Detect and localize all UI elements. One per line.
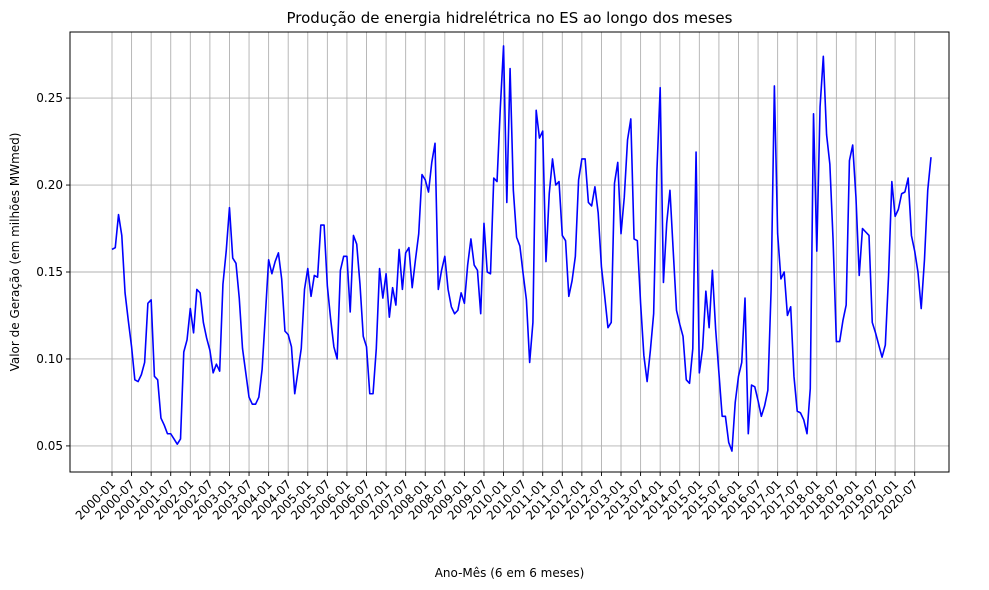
y-tick-label: 0.15 (36, 265, 63, 279)
y-tick-label: 0.10 (36, 352, 63, 366)
x-axis-label: Ano-Mês (6 em 6 meses) (435, 566, 585, 580)
series-line (111, 45, 932, 452)
x-axis: 2000-012000-072001-012001-072002-012002-… (73, 472, 921, 523)
chart-title: Produção de energia hidrelétrica no ES a… (287, 9, 733, 27)
y-tick-label: 0.05 (36, 439, 63, 453)
y-tick-label: 0.20 (36, 178, 63, 192)
plot-frame (69, 31, 950, 473)
y-axis: 0.05 0.10 0.15 0.20 0.25 (36, 91, 70, 453)
y-axis-label: Valor de Geração (em milhões MWmed) (8, 133, 22, 372)
y-tick-label: 0.25 (36, 91, 63, 105)
